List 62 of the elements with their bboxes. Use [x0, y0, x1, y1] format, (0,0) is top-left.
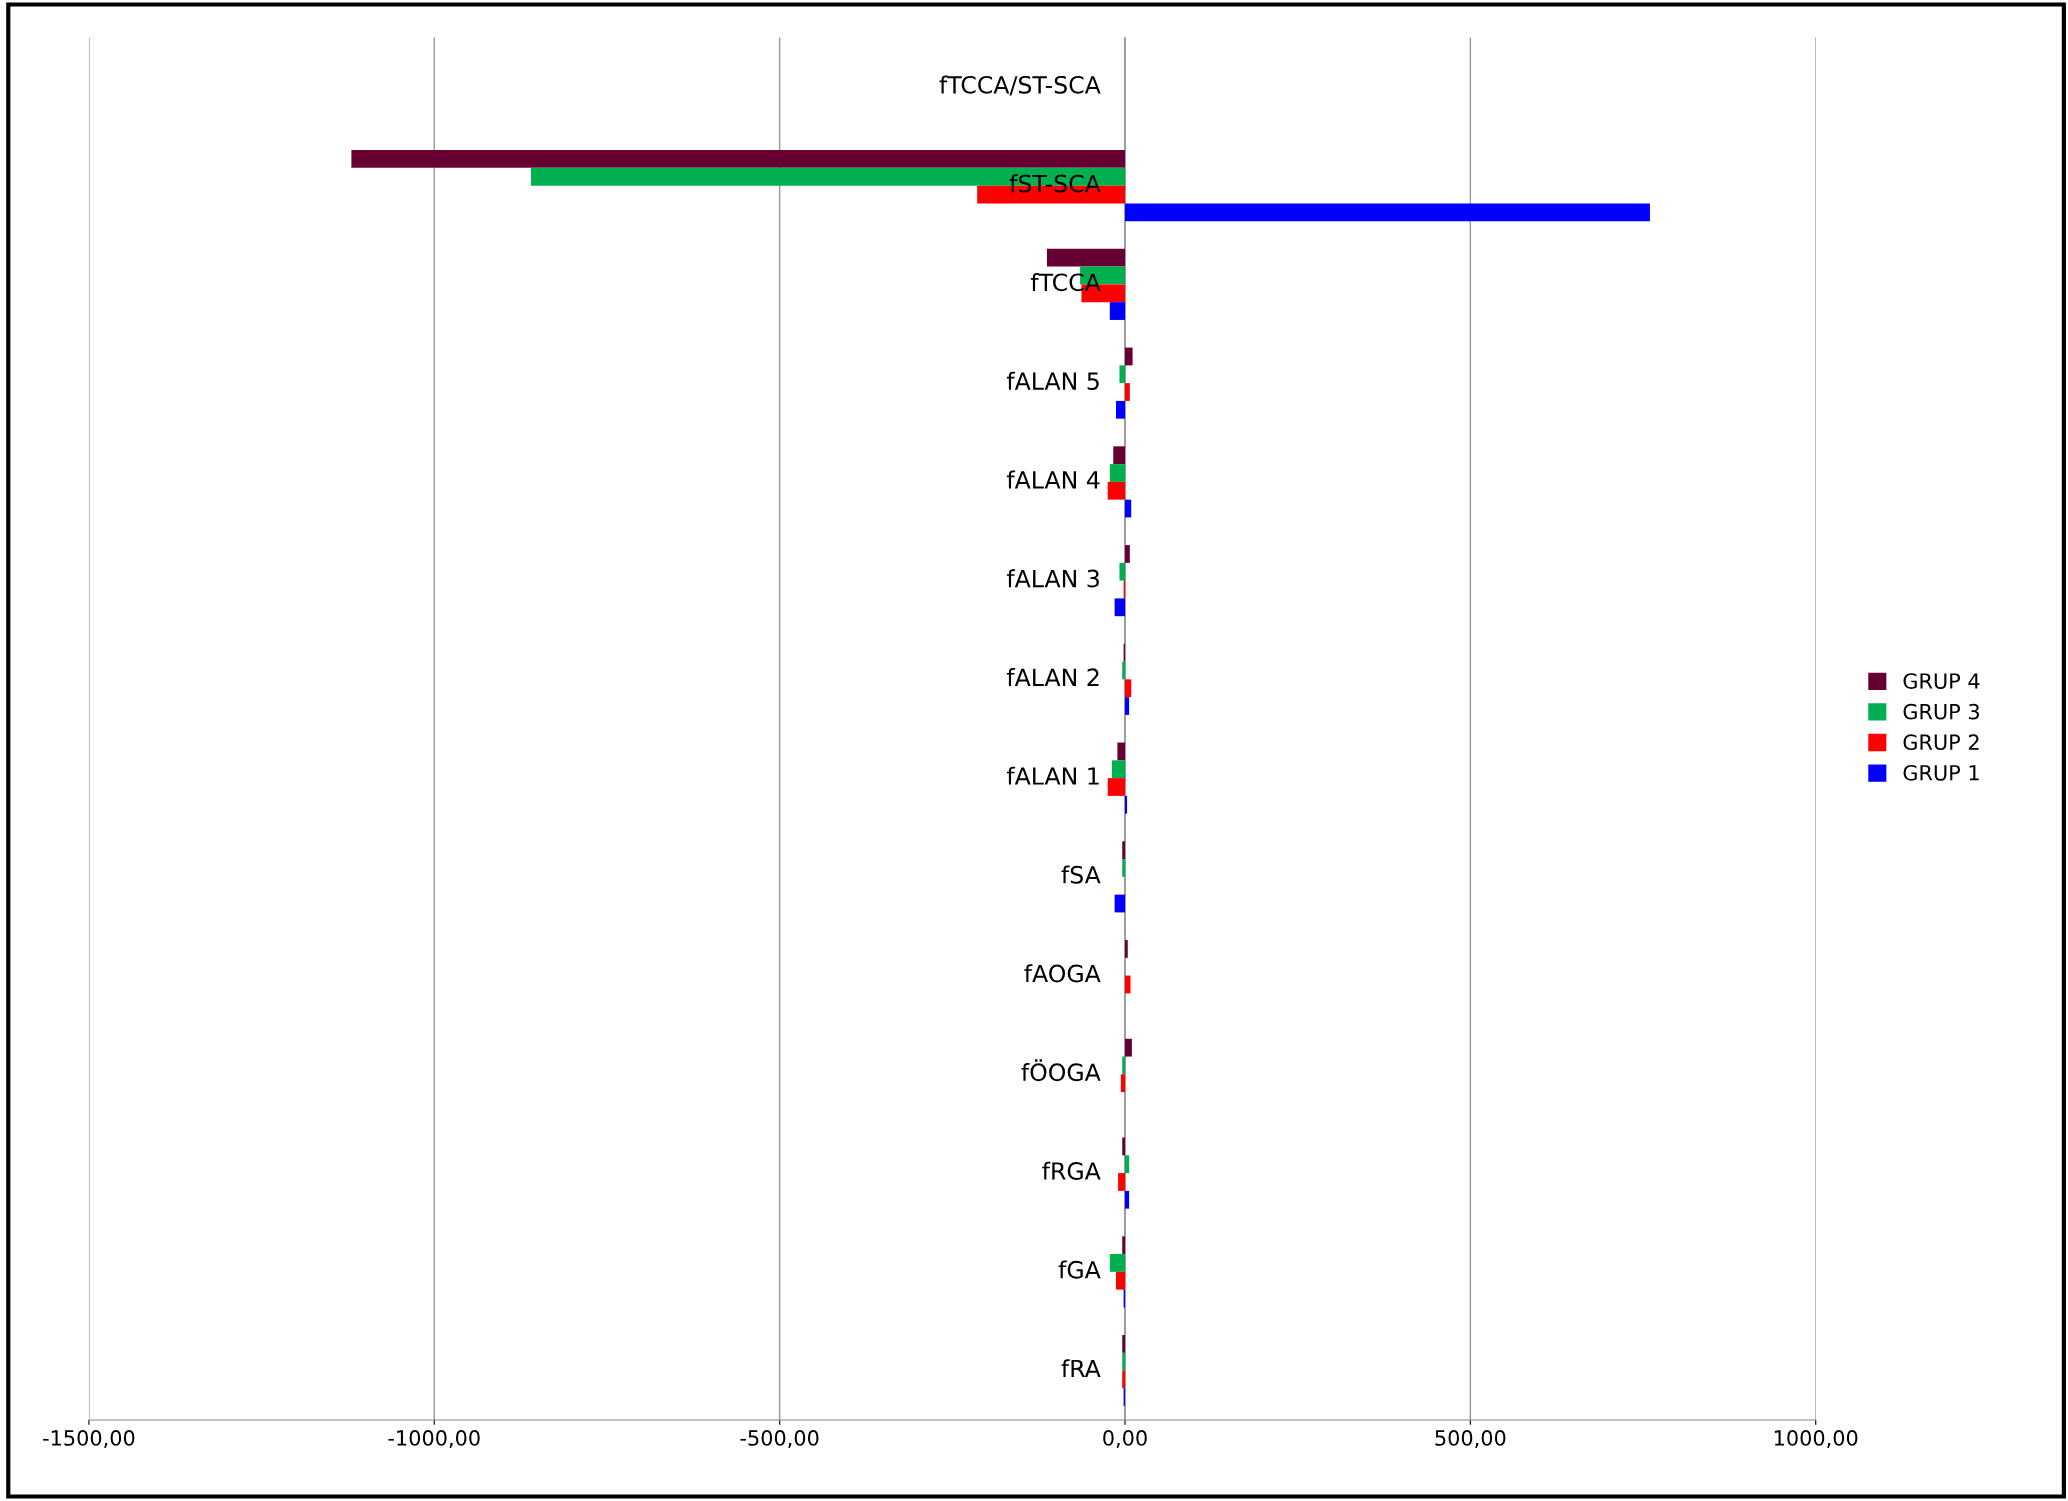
bar	[1109, 464, 1125, 482]
bar	[1120, 1074, 1125, 1093]
bar	[1124, 697, 1130, 715]
bar	[1119, 365, 1125, 384]
bar	[1107, 481, 1125, 500]
bar	[1122, 1236, 1125, 1255]
bar	[351, 150, 1125, 168]
y-tick-label: fTCCA/ST-SCA	[939, 75, 1101, 96]
x-tick-label: 500,00	[1435, 1430, 1506, 1448]
bar	[1046, 248, 1125, 267]
bar	[1124, 1038, 1132, 1057]
y-tick-label: fGA	[1058, 1260, 1101, 1279]
x-tick-label: -1500,00	[43, 1430, 135, 1448]
bar	[1124, 203, 1650, 222]
bar	[1122, 1056, 1125, 1075]
bar	[1111, 760, 1125, 779]
bar	[1109, 1254, 1125, 1272]
legend-label: GRUP 4	[1903, 673, 1980, 689]
y-tick-label: fRGA	[1042, 1161, 1101, 1180]
y-tick-label: fALAN 2	[1006, 667, 1099, 686]
bar	[1116, 1271, 1125, 1290]
bar	[1124, 795, 1128, 814]
bar	[1124, 347, 1133, 366]
bar	[1124, 383, 1130, 401]
bar	[1109, 302, 1125, 320]
bar	[1124, 1190, 1130, 1209]
bar	[1114, 598, 1125, 617]
bar	[1122, 661, 1125, 680]
bar	[1122, 1370, 1125, 1389]
y-tick-label: fSA	[1061, 865, 1101, 884]
bar	[1107, 778, 1125, 796]
y-tick-label: fÖOGA	[1021, 1059, 1101, 1082]
x-tick-label: 1000,00	[1774, 1430, 1858, 1448]
bar	[1124, 499, 1132, 518]
y-tick-label: fRA	[1061, 1359, 1101, 1378]
legend-label: GRUP 3	[1903, 703, 1979, 720]
bar	[1124, 975, 1131, 994]
legend-label: GRUP 1	[1903, 764, 1979, 781]
y-tick-label: fAOGA	[1024, 964, 1101, 983]
bar	[1114, 894, 1125, 913]
bar	[1116, 400, 1125, 419]
bar	[1124, 545, 1130, 563]
x-tick-label: -500,00	[740, 1430, 819, 1448]
bar	[1122, 1137, 1125, 1156]
bar	[1118, 1173, 1125, 1191]
y-tick-label: fALAN 4	[1006, 470, 1100, 489]
x-tick-label: 0,00	[1103, 1430, 1147, 1448]
bar	[1122, 1335, 1125, 1353]
bar	[1124, 940, 1128, 958]
bar	[1122, 1352, 1125, 1371]
bar	[1119, 562, 1125, 581]
bar	[1124, 1155, 1130, 1174]
bar	[1122, 841, 1125, 860]
bar	[1117, 742, 1125, 761]
bar	[1124, 679, 1132, 698]
y-tick-label: fALAN 3	[1006, 569, 1099, 588]
y-tick-label: fALAN 5	[1006, 371, 1099, 390]
y-tick-label: fALAN 1	[1006, 766, 1099, 785]
bar	[1113, 446, 1125, 465]
bar	[1122, 859, 1125, 877]
legend-label: GRUP 2	[1903, 734, 1979, 751]
x-tick-label: -1000,00	[388, 1430, 480, 1448]
